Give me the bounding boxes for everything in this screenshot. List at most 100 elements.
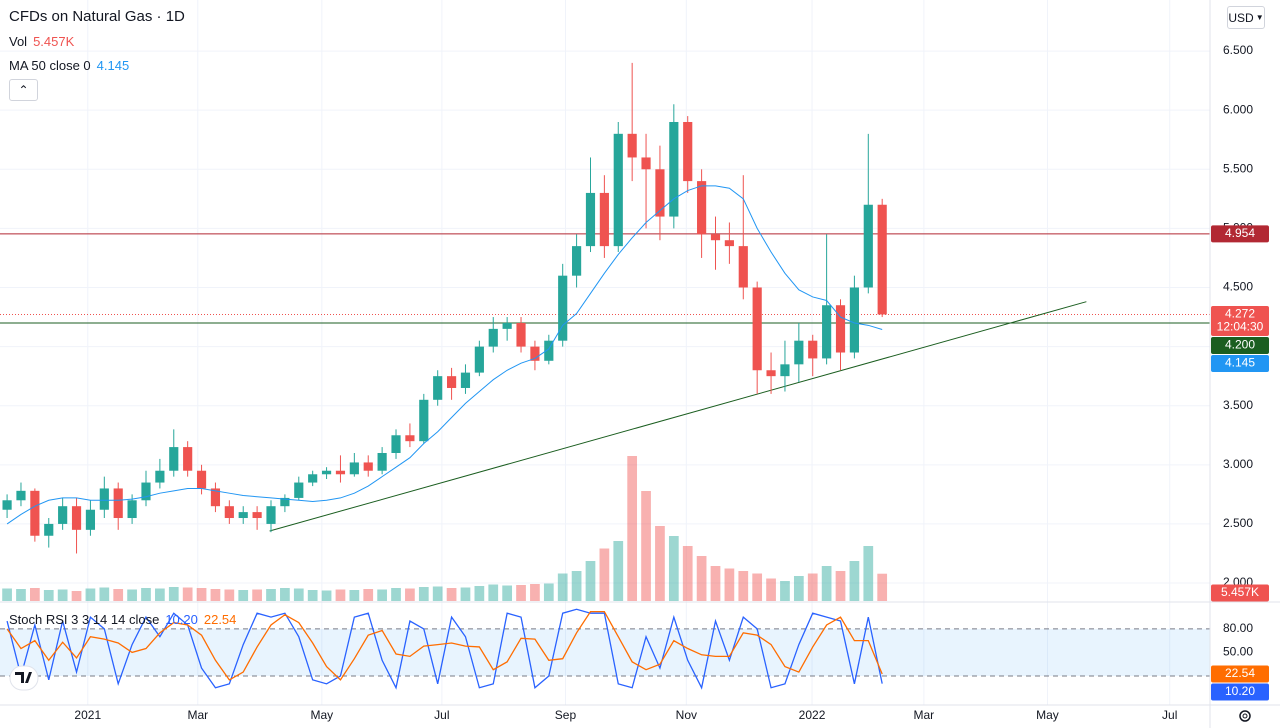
y-tick-label: 3.000 xyxy=(1223,457,1253,471)
collapse-button[interactable]: ⌃ xyxy=(9,79,38,101)
candle-body xyxy=(697,181,707,235)
legend-stoch: Stoch RSI 3 3 14 14 close 10.20 22.54 xyxy=(9,612,242,627)
volume-bar xyxy=(599,548,610,601)
volume-bar xyxy=(210,589,221,601)
volume-bar xyxy=(293,588,304,601)
volume-bar xyxy=(335,589,346,601)
volume-bar xyxy=(446,588,457,601)
volume-bar xyxy=(238,590,249,601)
candle-body xyxy=(516,322,526,347)
candle-body xyxy=(863,204,873,288)
y-tick-label: 2.500 xyxy=(1223,516,1253,530)
y-tick-label: 3.500 xyxy=(1223,398,1253,412)
candle-body xyxy=(669,121,679,217)
price-tag-label: 12:04:30 xyxy=(1217,320,1264,334)
candle-body xyxy=(85,509,96,530)
candle-body xyxy=(71,506,82,530)
candle-body xyxy=(544,340,554,361)
x-tick-label: May xyxy=(1036,708,1059,722)
gear-hub[interactable] xyxy=(1242,713,1248,719)
volume-bar xyxy=(613,541,624,601)
stoch-k-value: 10.20 xyxy=(165,612,198,627)
volume-bar xyxy=(849,561,860,601)
price-tag xyxy=(1211,683,1269,701)
candle-body xyxy=(16,490,26,501)
volume-bar xyxy=(99,587,110,601)
stoch-d-value: 22.54 xyxy=(203,612,237,627)
candle-body xyxy=(266,506,276,524)
candle-body xyxy=(280,497,290,507)
price-tag xyxy=(1211,584,1269,602)
logo-mark xyxy=(15,672,32,683)
candle-body xyxy=(238,512,248,519)
volume-bar xyxy=(543,583,554,601)
y-tick-label: 50.00 xyxy=(1223,645,1253,659)
price-tag-label: 10.20 xyxy=(1225,684,1255,698)
volume-bar xyxy=(141,588,151,601)
volume-bar xyxy=(460,587,471,601)
volume-bar xyxy=(321,590,332,601)
volume-bar xyxy=(557,573,568,601)
currency[interactable]: USD xyxy=(1228,10,1254,25)
volume-bar xyxy=(752,573,763,601)
volume-bar xyxy=(224,589,235,601)
ma-value: 4.145 xyxy=(96,58,130,73)
volume-bar xyxy=(696,556,707,601)
stoch-line xyxy=(6,610,883,681)
volume-bar xyxy=(516,585,526,601)
candle-body xyxy=(822,305,832,359)
candle-body xyxy=(613,133,623,247)
candle-body xyxy=(724,240,734,247)
volume-bar xyxy=(43,590,54,601)
candle-body xyxy=(474,346,484,373)
candle-body xyxy=(58,506,68,524)
legend-ma: MA 50 close 0 4.145 xyxy=(9,58,135,73)
candle-body xyxy=(572,246,582,276)
volume-bar xyxy=(488,584,499,601)
volume-bar xyxy=(766,578,776,601)
x-tick-label: Sep xyxy=(555,708,577,722)
volume-bar xyxy=(807,573,818,601)
currency-select[interactable]: USD ▼ xyxy=(1227,6,1265,29)
x-tick-label: Jul xyxy=(434,708,449,722)
chart-title: CFDs on Natural Gas · 1D xyxy=(9,8,185,25)
candle-body xyxy=(196,470,207,489)
price-tag xyxy=(1211,665,1269,683)
volume-bar xyxy=(349,590,360,601)
volume-bar xyxy=(2,588,12,601)
volume-bar xyxy=(155,588,165,601)
stoch-line xyxy=(6,608,883,690)
candle-body xyxy=(460,372,471,388)
legend-volume: Vol 5.457K xyxy=(9,34,80,49)
candle-body xyxy=(127,500,137,519)
volume-value: 5.457K xyxy=(33,34,75,49)
candle-body xyxy=(224,506,234,519)
price-tag-label: 5.457K xyxy=(1221,585,1259,599)
volume-bar xyxy=(710,566,721,601)
candle-body xyxy=(377,452,387,471)
candle-body xyxy=(155,470,165,483)
candle-body xyxy=(627,133,637,158)
candle-body xyxy=(502,322,512,329)
volume-bar xyxy=(16,589,26,601)
volume-bar xyxy=(127,589,137,601)
gear[interactable] xyxy=(1239,710,1251,722)
volume-name: Vol xyxy=(9,34,28,49)
volume-bar xyxy=(474,586,485,601)
price-tag-label: 4.954 xyxy=(1225,226,1255,240)
settings-icon[interactable] xyxy=(1239,710,1251,722)
volume-bar xyxy=(502,585,513,601)
volume-bar xyxy=(432,586,443,601)
volume-bar xyxy=(377,589,387,601)
candle-body xyxy=(446,376,457,388)
volume-bar xyxy=(585,561,596,601)
y-tick-label: 4.500 xyxy=(1223,280,1253,294)
candle-body xyxy=(641,157,651,170)
candle-body xyxy=(321,470,332,475)
candle-body xyxy=(488,328,498,347)
x-tick-label: 2021 xyxy=(74,708,101,722)
volume-bar xyxy=(530,584,540,601)
candle-body xyxy=(44,523,54,536)
price-tag xyxy=(1211,305,1269,336)
